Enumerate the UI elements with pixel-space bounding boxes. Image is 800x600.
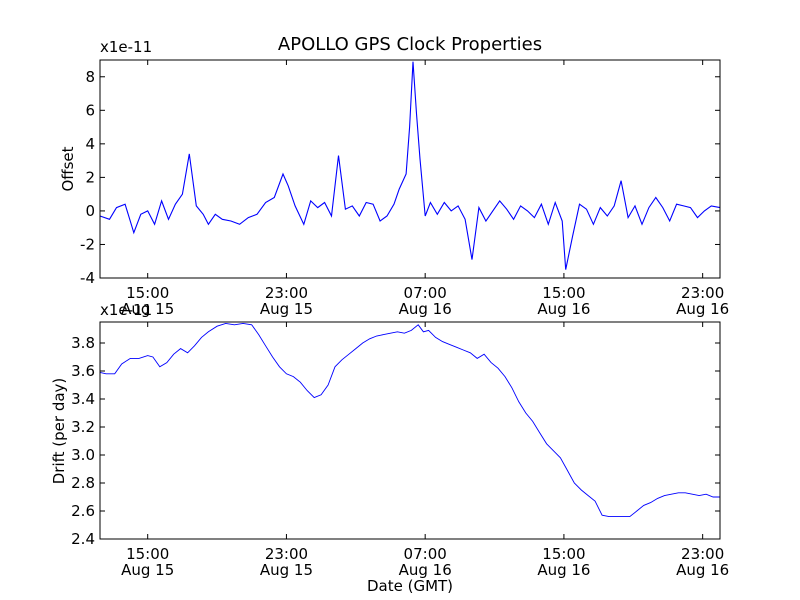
x-tick-label-time: 15:00 (542, 284, 585, 302)
y-tick-label: 8 (85, 68, 95, 86)
x-tick-label-time: 15:00 (542, 545, 585, 563)
y-tick-label: 2.6 (71, 502, 95, 520)
offset-y-axis-label: Offset (59, 146, 77, 191)
x-tick-label-time: 23:00 (265, 545, 308, 563)
x-tick-label-time: 23:00 (681, 284, 724, 302)
chart-title: APOLLO GPS Clock Properties (278, 34, 542, 55)
x-tick-label-date: Aug 15 (260, 561, 313, 579)
y-tick-label: 2.8 (71, 474, 95, 492)
drift-series-line (99, 322, 720, 518)
x-tick-label-time: 23:00 (265, 284, 308, 302)
y-tick-label: -4 (80, 269, 95, 287)
x-tick-label-time: 07:00 (404, 545, 447, 563)
y-tick-label: -2 (80, 235, 95, 253)
x-tick-label-date: Aug 16 (537, 300, 590, 318)
offset-series-line (99, 61, 721, 270)
y-tick-label: 3.6 (71, 362, 95, 380)
y-tick-label: 0 (85, 202, 95, 220)
offset-plot-area (100, 60, 720, 278)
y-tick-label: 6 (85, 101, 95, 119)
x-tick-label-date: Aug 15 (121, 300, 174, 318)
y-tick-label: 2.4 (71, 530, 95, 548)
y-tick-label: 3.8 (71, 334, 95, 352)
x-tick-label-date: Aug 16 (676, 300, 729, 318)
x-tick-label-date: Aug 15 (260, 300, 313, 318)
x-tick-label-time: 15:00 (126, 545, 169, 563)
drift-y-axis-label: Drift (per day) (50, 378, 68, 485)
x-tick-label-date: Aug 16 (399, 300, 452, 318)
x-tick-label-time: 23:00 (681, 545, 724, 563)
y-tick-label: 4 (85, 135, 95, 153)
y-tick-label: 3.2 (71, 418, 95, 436)
drift-x-axis-label: Date (GMT) (367, 577, 453, 595)
y-tick-label: 3.0 (71, 446, 95, 464)
x-tick-label-date: Aug 16 (537, 561, 590, 579)
x-tick-label-date: Aug 15 (121, 561, 174, 579)
offset-plot-frame (99, 59, 721, 279)
y-tick-label: 3.4 (71, 390, 95, 408)
drift-plot-area (100, 322, 720, 539)
x-tick-label-date: Aug 16 (399, 561, 452, 579)
x-tick-label-time: 07:00 (404, 284, 447, 302)
offset-exponent-label: x1e-11 (100, 38, 152, 56)
x-tick-label-date: Aug 16 (676, 561, 729, 579)
x-tick-label-time: 15:00 (126, 284, 169, 302)
drift-exponent-label: x1e-11 (100, 301, 152, 319)
drift-plot-frame (99, 321, 721, 540)
y-tick-label: 2 (85, 168, 95, 186)
